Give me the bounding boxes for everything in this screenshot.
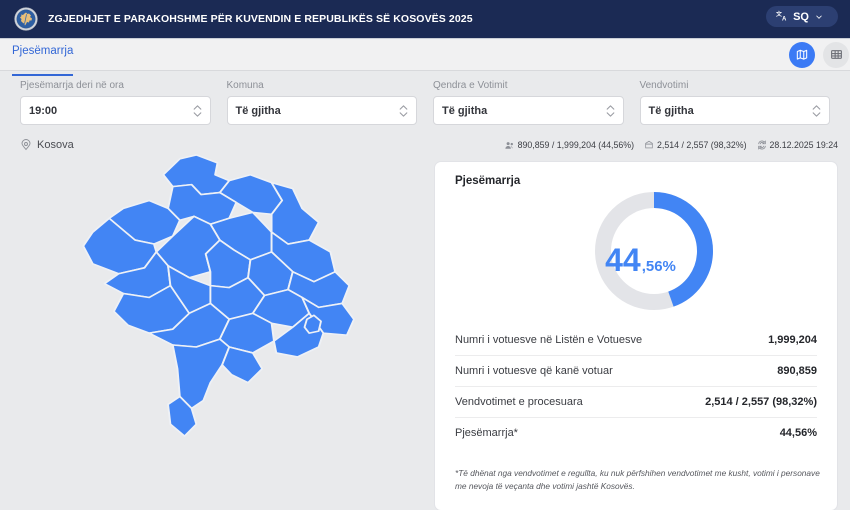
svg-text:文: 文 <box>776 10 782 18</box>
svg-text:A: A <box>782 16 787 22</box>
